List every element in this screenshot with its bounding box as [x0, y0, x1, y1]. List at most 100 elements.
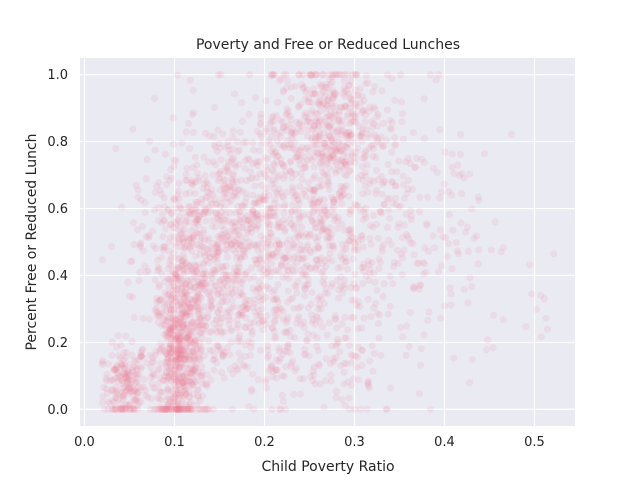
data-point — [239, 139, 248, 147]
data-point — [181, 289, 189, 297]
data-point — [211, 161, 219, 169]
data-point — [270, 179, 279, 187]
data-point — [390, 134, 399, 142]
data-point — [361, 169, 369, 177]
data-point — [253, 215, 261, 223]
data-point — [256, 346, 265, 354]
data-point — [169, 318, 178, 326]
data-point — [388, 118, 396, 126]
data-point — [440, 180, 448, 188]
data-point — [173, 272, 181, 280]
data-point — [211, 282, 219, 290]
data-point — [301, 159, 309, 167]
data-point — [364, 79, 372, 87]
data-point — [186, 262, 194, 270]
data-point — [234, 270, 242, 279]
data-point — [183, 341, 192, 349]
data-point — [219, 194, 227, 202]
data-point — [242, 304, 251, 312]
data-point — [98, 360, 107, 368]
data-point — [438, 262, 446, 270]
data-point — [251, 308, 259, 316]
data-point — [168, 261, 176, 269]
data-point — [342, 258, 350, 266]
data-point — [247, 228, 255, 237]
data-point — [270, 306, 278, 315]
data-point — [318, 323, 326, 331]
data-point — [315, 99, 323, 107]
data-point — [278, 391, 286, 399]
data-point — [289, 186, 297, 194]
data-point — [341, 102, 349, 110]
data-point — [179, 235, 187, 243]
data-point — [177, 351, 185, 359]
data-point — [183, 333, 191, 341]
data-point — [195, 321, 204, 329]
data-point — [203, 405, 211, 413]
data-point — [364, 295, 372, 303]
data-point — [210, 239, 218, 247]
data-point — [354, 174, 362, 182]
data-point — [281, 219, 289, 227]
data-point — [345, 394, 353, 402]
data-point — [351, 158, 359, 166]
data-point — [362, 125, 371, 133]
data-point — [233, 227, 241, 235]
data-point — [268, 324, 277, 332]
data-point — [314, 140, 322, 148]
data-point — [352, 118, 360, 126]
data-point — [257, 119, 265, 127]
data-point — [324, 94, 332, 102]
data-point — [155, 297, 163, 305]
data-point — [358, 106, 366, 114]
data-point — [238, 290, 246, 298]
data-point — [170, 282, 178, 290]
data-point — [359, 154, 367, 162]
data-point — [255, 215, 263, 224]
data-point — [309, 208, 317, 216]
data-point — [195, 353, 203, 361]
data-point — [159, 243, 167, 251]
data-point — [220, 328, 228, 336]
data-point — [296, 240, 304, 248]
data-point — [214, 289, 222, 298]
data-point — [280, 209, 288, 217]
data-point — [239, 246, 247, 254]
data-point — [187, 227, 195, 235]
data-point — [297, 127, 305, 135]
data-point — [200, 405, 208, 413]
data-point — [213, 199, 221, 208]
data-point — [288, 144, 296, 152]
data-point — [335, 140, 343, 148]
data-point — [177, 346, 185, 354]
data-point — [169, 374, 177, 382]
data-point — [124, 380, 132, 388]
data-point — [194, 269, 202, 277]
data-point — [178, 379, 187, 387]
data-point — [167, 348, 175, 356]
data-point — [185, 377, 193, 385]
data-point — [310, 89, 319, 97]
data-point — [191, 189, 199, 197]
data-point — [415, 285, 423, 293]
data-point — [229, 289, 237, 297]
data-point — [243, 305, 251, 313]
data-point — [333, 146, 341, 154]
data-point — [160, 203, 168, 211]
data-point — [234, 202, 242, 210]
data-point — [215, 247, 223, 255]
data-point — [312, 71, 320, 79]
data-point — [168, 387, 177, 396]
data-point — [398, 254, 406, 262]
data-point — [322, 120, 330, 128]
data-point — [301, 281, 309, 289]
data-point — [255, 157, 263, 166]
data-point — [166, 256, 174, 264]
data-point — [271, 195, 279, 204]
data-point — [163, 180, 171, 188]
data-point — [353, 301, 361, 309]
data-point — [273, 306, 281, 314]
data-point — [277, 261, 285, 269]
data-point — [173, 375, 181, 383]
data-point — [308, 136, 316, 144]
